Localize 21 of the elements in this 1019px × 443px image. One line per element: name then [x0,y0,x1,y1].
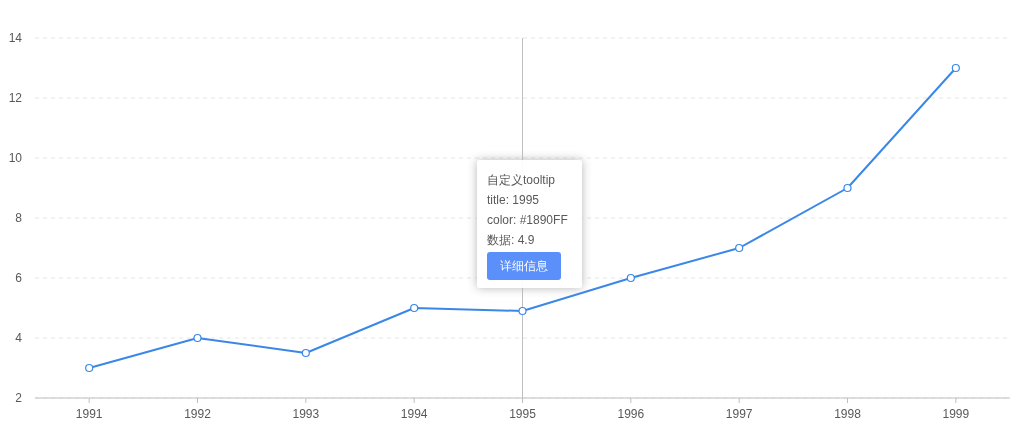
y-tick-label: 8 [15,211,23,226]
x-tick-label: 1999 [942,406,970,421]
annotation: title: 1995 [487,192,541,209]
y-tick-label: 14 [8,31,23,46]
annotation: color: #1890FF [487,212,569,229]
annotation: 数据: 4.9 [487,232,536,249]
x-tick-label: 1991 [75,406,103,421]
y-tick-label: 2 [15,391,23,406]
details-button: 详细信息 [487,252,561,280]
y-tick-label: 4 [15,331,23,346]
x-tick-label: 1993 [292,406,320,421]
y-tick-label: 12 [8,91,23,106]
y-tick-label: 6 [15,271,23,286]
x-tick-label: 1997 [725,406,753,421]
x-tick-label: 1992 [184,406,212,421]
x-tick-label: 1995 [509,406,537,421]
y-tick-label: 10 [8,151,23,166]
x-tick-label: 1998 [834,406,862,421]
x-tick-label: 1996 [617,406,645,421]
annotation: 自定义tooltip [487,172,557,189]
x-tick-label: 1994 [400,406,428,421]
